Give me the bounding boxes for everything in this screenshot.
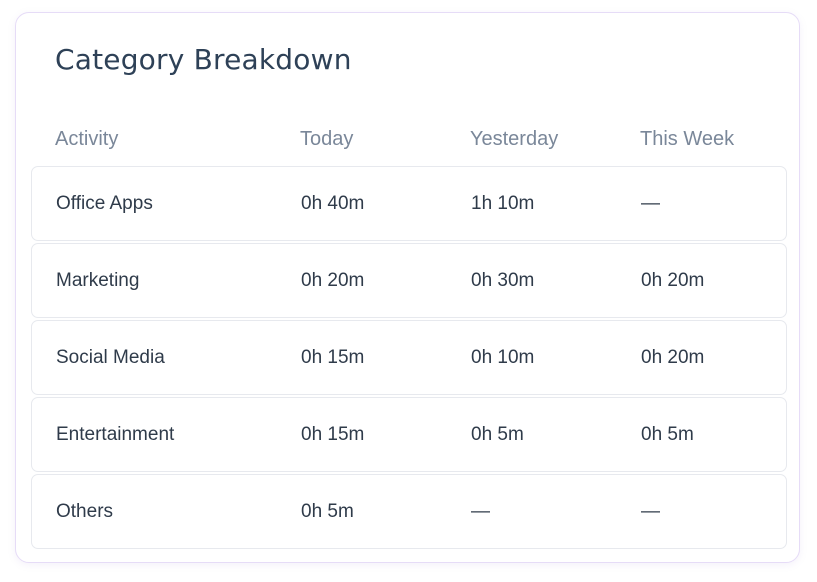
table-row: Marketing 0h 20m 0h 30m 0h 20m xyxy=(31,243,787,318)
this-week-cell: 0h 5m xyxy=(641,424,694,445)
activity-cell: Office Apps xyxy=(56,193,153,214)
table-row: Office Apps 0h 40m 1h 10m — xyxy=(31,166,787,241)
activity-cell: Others xyxy=(56,501,114,522)
today-cell: 0h 20m xyxy=(301,270,365,291)
yesterday-cell: 1h 10m xyxy=(471,193,535,214)
this-week-cell: 0h 20m xyxy=(641,270,705,291)
table-header: Activity Today Yesterday This Week xyxy=(31,121,787,157)
table-row: Entertainment 0h 15m 0h 5m 0h 5m xyxy=(31,397,787,472)
table-row: Others 0h 5m — — xyxy=(31,474,787,549)
activity-cell: Social Media xyxy=(56,347,165,368)
this-week-cell: — xyxy=(641,193,660,214)
header-this-week: This Week xyxy=(640,128,735,150)
yesterday-cell: 0h 10m xyxy=(471,347,535,368)
yesterday-cell: 0h 5m xyxy=(471,424,524,445)
today-cell: 0h 5m xyxy=(301,501,354,522)
yesterday-cell: — xyxy=(471,501,490,522)
table-row: Social Media 0h 15m 0h 10m 0h 20m xyxy=(31,320,787,395)
this-week-cell: 0h 20m xyxy=(641,347,705,368)
category-breakdown-card: Category Breakdown Activity Today Yester… xyxy=(15,12,800,563)
today-cell: 0h 15m xyxy=(301,347,365,368)
card-title: Category Breakdown xyxy=(55,43,352,76)
table-body: Office Apps 0h 40m 1h 10m — Marketing 0h… xyxy=(31,166,787,551)
header-yesterday: Yesterday xyxy=(470,128,559,150)
header-today: Today xyxy=(300,128,354,150)
this-week-cell: — xyxy=(641,501,660,522)
header-activity: Activity xyxy=(55,128,119,150)
yesterday-cell: 0h 30m xyxy=(471,270,535,291)
activity-cell: Marketing xyxy=(56,270,140,291)
today-cell: 0h 15m xyxy=(301,424,365,445)
today-cell: 0h 40m xyxy=(301,193,365,214)
activity-cell: Entertainment xyxy=(56,424,175,445)
